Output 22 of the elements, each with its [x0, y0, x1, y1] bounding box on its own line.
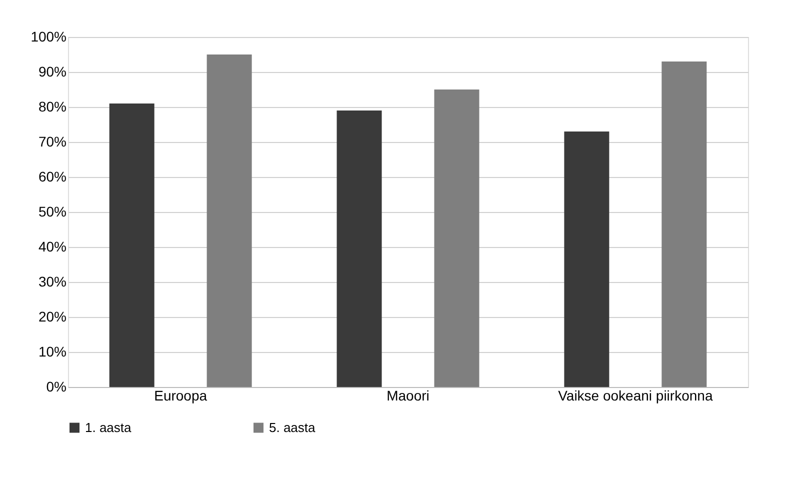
y-tick-label: 50%: [38, 204, 66, 220]
y-tick-label: 40%: [38, 238, 66, 254]
y-tick-label: 30%: [38, 274, 66, 290]
y-tick-label: 90%: [38, 64, 66, 80]
y-tick-label: 100%: [30, 28, 66, 44]
y-tick-label: 0%: [46, 378, 66, 394]
y-tick-label: 10%: [38, 344, 66, 360]
bar: [206, 54, 252, 387]
bar: [109, 104, 154, 387]
x-tick-label: Vaikse ookeani piirkonna: [558, 388, 713, 404]
y-tick-label: 70%: [38, 134, 66, 150]
bar: [564, 132, 610, 387]
y-tick-label: 80%: [38, 98, 66, 114]
bar: [662, 62, 707, 387]
y-tick-label: 20%: [38, 308, 66, 324]
bar: [434, 90, 480, 387]
legend-label: 5. aasta: [269, 420, 316, 435]
x-tick-label: Maoori: [386, 388, 430, 404]
y-tick-label: 60%: [38, 168, 66, 184]
x-tick-label: Euroopa: [154, 388, 208, 404]
legend-label: 1. aasta: [85, 420, 132, 435]
bar: [336, 110, 382, 387]
